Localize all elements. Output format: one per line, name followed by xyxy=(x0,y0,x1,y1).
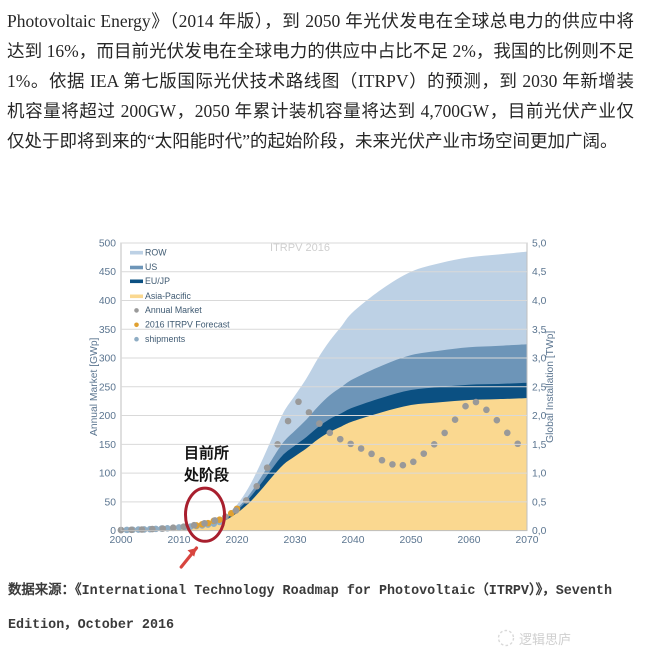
svg-text:US: US xyxy=(145,262,157,272)
svg-text:100: 100 xyxy=(99,469,116,480)
svg-text:处阶段: 处阶段 xyxy=(183,466,229,484)
svg-text:4,5: 4,5 xyxy=(532,267,547,278)
svg-text:Global Installation [TWp]: Global Installation [TWp] xyxy=(545,331,556,443)
svg-text:目前所: 目前所 xyxy=(184,444,229,462)
svg-text:Asia-Pacific: Asia-Pacific xyxy=(145,291,192,301)
svg-text:300: 300 xyxy=(99,354,116,365)
svg-text:Annual Market [GWp]: Annual Market [GWp] xyxy=(89,337,100,436)
svg-text:2070: 2070 xyxy=(516,535,539,546)
svg-text:250: 250 xyxy=(99,382,116,393)
svg-text:5,0: 5,0 xyxy=(532,239,547,250)
svg-text:2000: 2000 xyxy=(110,535,133,546)
svg-text:2020: 2020 xyxy=(226,535,249,546)
svg-text:2030: 2030 xyxy=(284,535,307,546)
svg-text:350: 350 xyxy=(99,325,116,336)
svg-text:Annual Market: Annual Market xyxy=(145,305,202,315)
svg-text:2010: 2010 xyxy=(168,535,191,546)
svg-text:shipments: shipments xyxy=(145,334,186,344)
svg-text:50: 50 xyxy=(105,497,117,508)
svg-text:1,0: 1,0 xyxy=(532,469,547,480)
svg-text:ROW: ROW xyxy=(145,247,167,257)
svg-text:400: 400 xyxy=(99,296,116,307)
svg-text:2060: 2060 xyxy=(458,535,481,546)
svg-text:200: 200 xyxy=(99,411,116,422)
svg-text:4,0: 4,0 xyxy=(532,296,547,307)
svg-text:2050: 2050 xyxy=(400,535,423,546)
svg-text:150: 150 xyxy=(99,440,116,451)
svg-text:0,5: 0,5 xyxy=(532,497,547,508)
svg-text:500: 500 xyxy=(99,239,116,250)
svg-text:2040: 2040 xyxy=(342,535,365,546)
svg-text:EU/JP: EU/JP xyxy=(145,276,170,286)
svg-text:ITRPV 2016: ITRPV 2016 xyxy=(270,242,330,254)
svg-text:2016 ITRPV Forecast: 2016 ITRPV Forecast xyxy=(145,320,230,330)
svg-text:450: 450 xyxy=(99,267,116,278)
